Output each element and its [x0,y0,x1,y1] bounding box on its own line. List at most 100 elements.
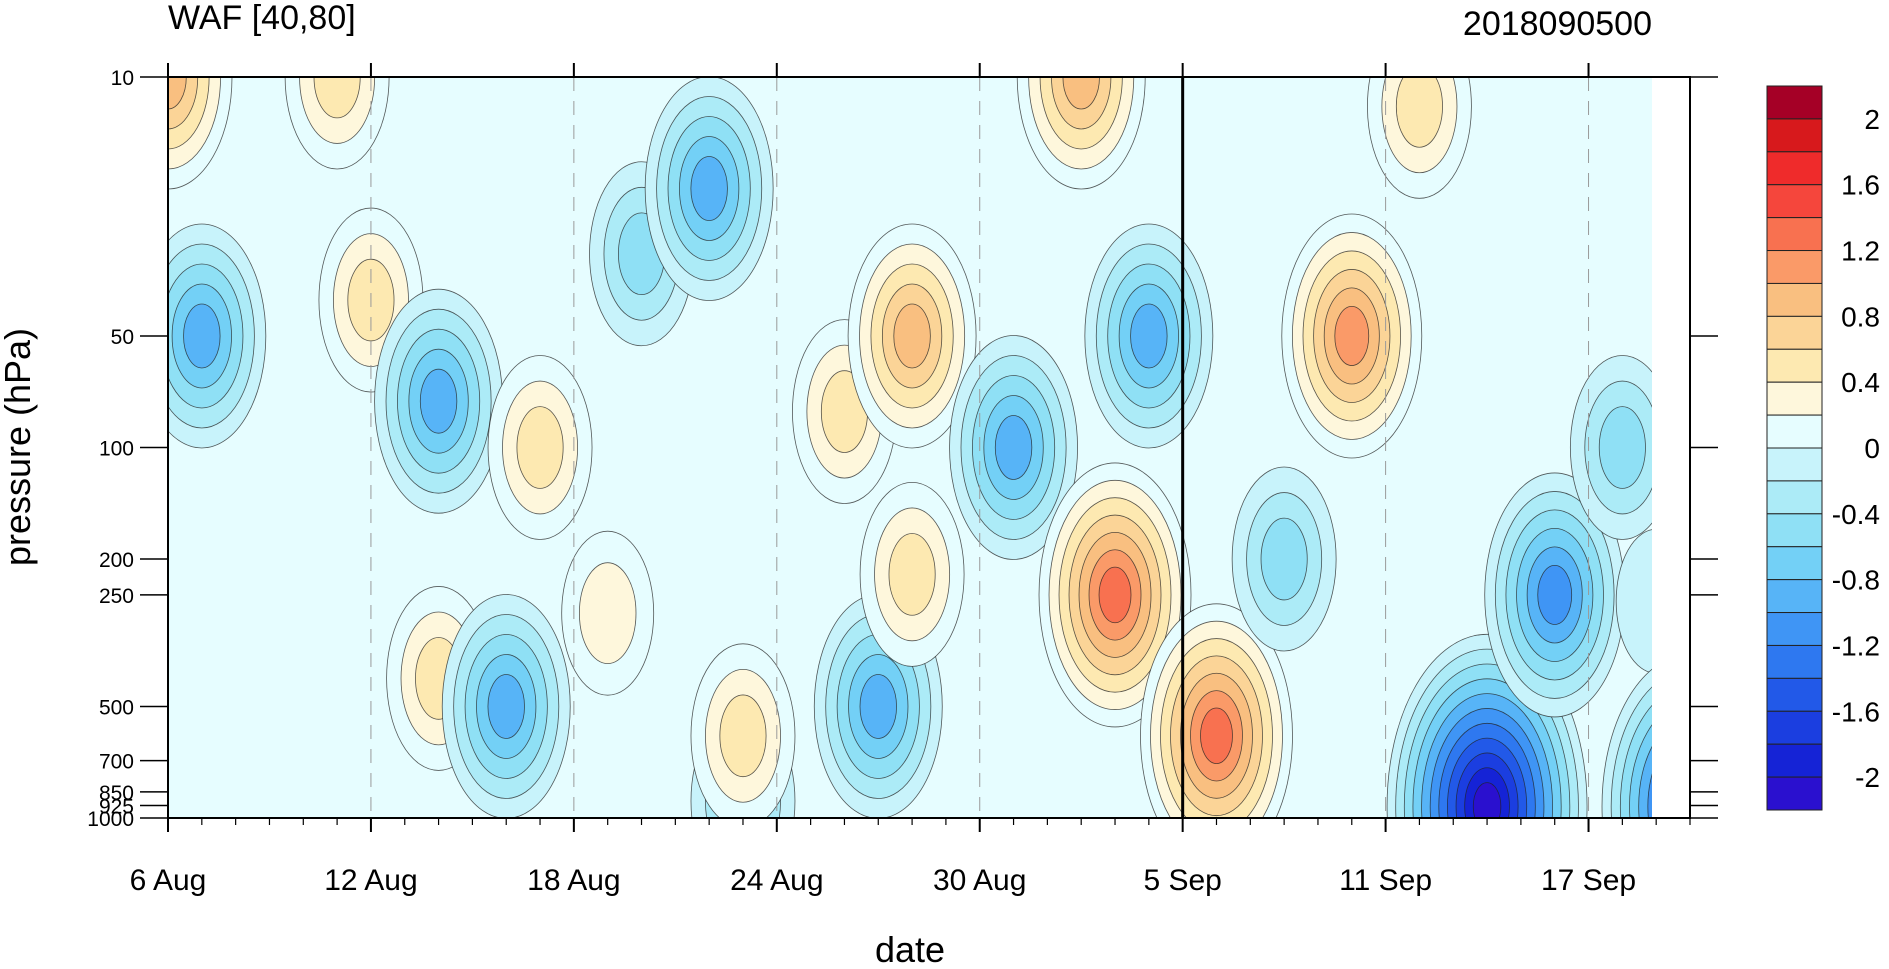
colorbar-swatch [1766,184,1823,219]
colorbar-swatch [1766,250,1823,284]
colorbar-label: 0.8 [1841,301,1880,332]
x-tick-label: 17 Sep [1541,864,1636,897]
contour-ring [1334,305,1370,366]
chart-date-label: 2018090500 [1463,5,1652,43]
contour-feature-17 [949,335,1078,560]
colorbar-swatch [1766,414,1823,449]
x-tick-label: 18 Aug [527,864,620,897]
contour-field [168,77,1652,818]
contour-ring [313,77,361,119]
colorbar-swatch [1766,282,1823,317]
colorbar-swatch [1766,513,1823,548]
colorbar-swatch [1766,151,1823,186]
y-axis-label: pressure (hPa) [0,328,38,566]
contour-ring [1472,782,1502,818]
contour-feature-7 [487,355,593,540]
colorbar-swatch [1766,217,1823,252]
contour-ring [578,562,637,665]
colorbar-swatch [1766,612,1823,646]
colorbar-label: 1.2 [1841,236,1880,267]
colorbar-label: -0.4 [1832,499,1880,530]
colorbar-swatch [1766,447,1823,482]
colorbar-swatch [1766,85,1823,120]
colorbar-label: -1.6 [1832,696,1880,727]
colorbar-label: 2 [1864,104,1880,135]
y-tick-label: 10 [111,67,134,90]
contour-ring [994,415,1033,480]
plot-axes: 6 Aug 12 Aug 18 Aug 24 Aug 30 Aug 5 Sep 11 Sep… [87,63,1718,897]
colorbar-swatch [1766,546,1823,581]
colorbar-swatch [1766,381,1823,416]
contour-ring [1647,773,1652,818]
y-tick-label: 500 [99,696,134,719]
y-tick-label: 50 [111,326,134,349]
contour-feature-15 [847,223,977,449]
colorbar: 2 1.6 1.2 0.8 0.4 0 -0.4 -0.8 -1.2 -1.6 -2 [1766,85,1880,811]
contour-ring [516,406,564,489]
colorbar-swatch [1766,118,1823,153]
contour-ring [719,694,767,778]
contour-ring [893,303,931,369]
contour-ring [1615,529,1652,674]
colorbar-swatch [1766,348,1823,383]
contour-ring [1200,707,1233,764]
contour-blobs [168,77,1652,818]
colorbar-swatch [1766,644,1823,679]
contour-ring [888,533,936,616]
contour-feature-27 [1569,355,1652,540]
contour-ring [419,368,458,434]
contour-ring [1260,517,1308,601]
contour-feature-19 [1038,462,1192,728]
y-tick-label: 1000 [87,808,134,831]
contour-feature-0 [168,77,233,190]
colorbar-swatch [1766,710,1823,745]
colorbar-label: 1.6 [1841,170,1880,201]
contour-ring [1098,566,1132,624]
contour-feature-25 [1386,633,1588,818]
y-tick-label: 925 [99,795,134,818]
contour-ring [487,674,525,739]
contour-feature-28 [1615,529,1652,674]
contour-ring [168,77,187,110]
contour-feature-4 [374,288,503,514]
x-axis-label: date [875,929,945,969]
contour-feature-6 [441,594,571,818]
date-gridlines [168,77,1590,818]
contour-feature-26 [1484,472,1626,718]
contour-feature-18 [1016,77,1146,190]
contour-feature-24 [1367,77,1472,199]
contour-feature-10 [644,77,774,301]
contour-feature-20 [1084,223,1214,449]
colorbar-swatch [1766,480,1823,515]
y-tick-label: 200 [99,549,134,572]
colorbar-swatch [1766,776,1823,811]
contour-feature-16 [859,481,965,667]
contour-ring [690,156,728,221]
contour-feature-2 [284,77,390,170]
colorbar-label: -2 [1855,762,1880,793]
x-tick-label: 24 Aug [730,864,823,897]
contour-ring [1062,77,1100,110]
x-tick-label: 5 Sep [1143,864,1221,897]
x-tick-label: 30 Aug [933,864,1026,897]
contour-ring [183,303,221,369]
colorbar-label: 0 [1864,433,1880,464]
y-tick-label: 100 [99,438,134,461]
colorbar-swatch [1766,743,1823,778]
contour-feature-23 [1281,213,1423,459]
y-tick-label: 850 [99,782,134,805]
y-tick-label: 250 [99,585,134,608]
colorbar-swatch [1766,677,1823,712]
contour-feature-12 [690,643,796,818]
x-tick-label: 11 Sep [1339,864,1432,897]
contour-ring [1130,303,1168,369]
contour-feature-8 [561,530,655,696]
contour-feature-29 [1601,668,1652,818]
colorbar-swatch [1766,579,1823,614]
contour-ring [1598,406,1646,489]
contour-ring [1537,564,1573,625]
contour-feature-22 [1231,466,1337,652]
x-tick-label: 12 Aug [324,864,417,897]
colorbar-label: -0.8 [1832,565,1880,596]
